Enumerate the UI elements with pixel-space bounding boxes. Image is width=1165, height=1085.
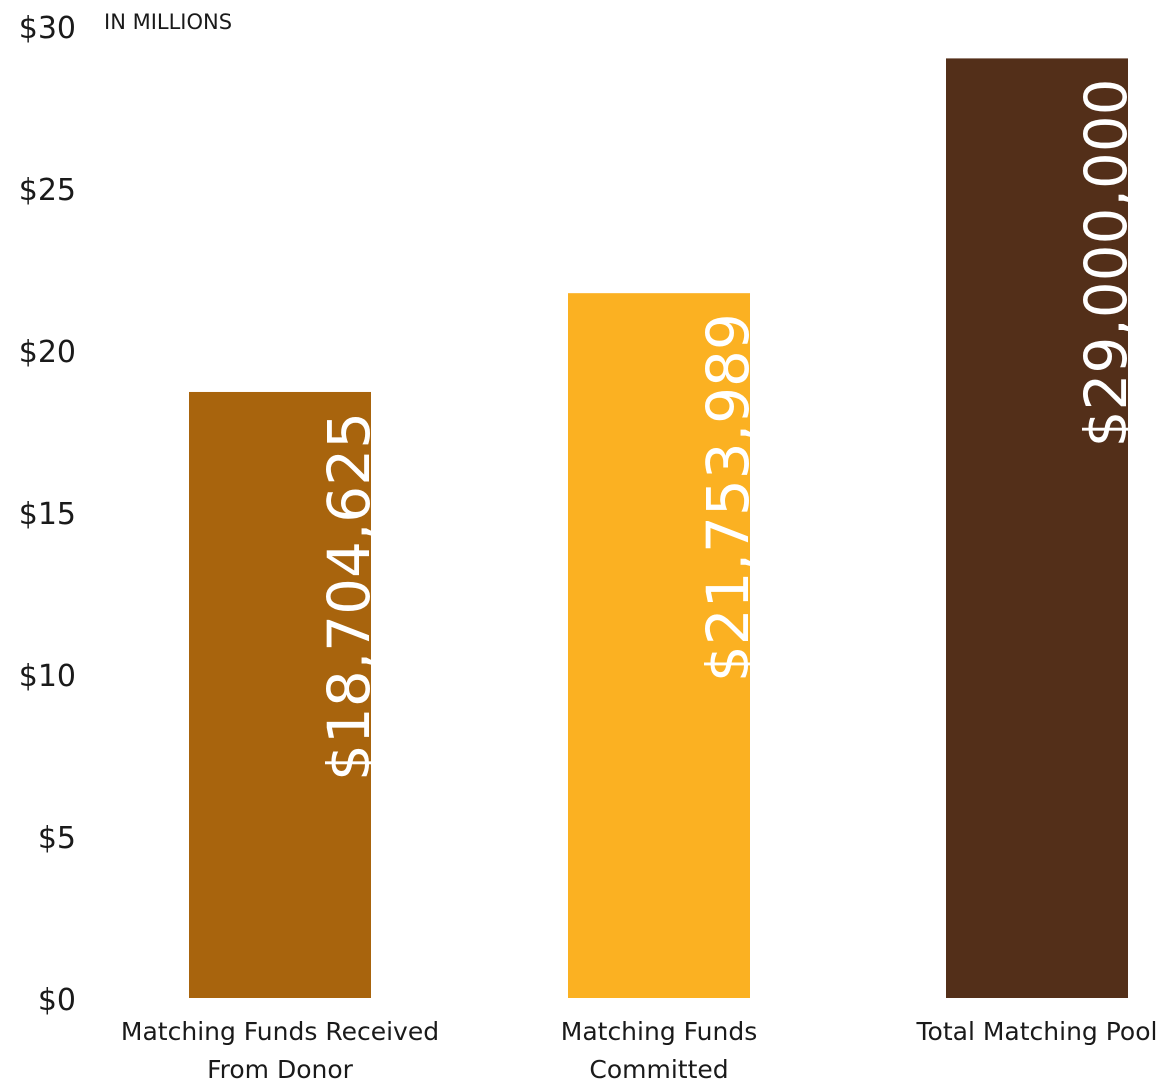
category-labels-group: Matching Funds Received From Donor Matchin… bbox=[121, 1017, 1158, 1084]
y-tick-label: $10 bbox=[19, 659, 76, 694]
data-labels-group: $18,704,625 $21,753,989 $29,000,000 bbox=[315, 78, 1140, 781]
category-label: From Donor bbox=[207, 1055, 354, 1084]
y-tick-label: $5 bbox=[38, 821, 76, 856]
y-tick-label: $30 bbox=[19, 11, 76, 46]
category-label: Committed bbox=[589, 1055, 728, 1084]
y-tick-label: $20 bbox=[19, 335, 76, 370]
bars-group bbox=[189, 58, 1128, 998]
category-label: Total Matching Pool bbox=[916, 1017, 1158, 1046]
y-tick-label: $0 bbox=[38, 983, 76, 1018]
category-label: Matching Funds bbox=[561, 1017, 757, 1046]
y-axis-ticks: $0 $5 $10 $15 $20 $25 $30 bbox=[19, 11, 76, 1018]
unit-label: IN MILLIONS bbox=[104, 10, 232, 34]
bar-value-label: $21,753,989 bbox=[694, 313, 762, 682]
y-tick-label: $15 bbox=[19, 497, 76, 532]
category-label: Matching Funds Received bbox=[121, 1017, 439, 1046]
bar bbox=[568, 293, 750, 998]
bar bbox=[946, 58, 1128, 998]
bar-value-label: $18,704,625 bbox=[315, 412, 383, 781]
y-tick-label: $25 bbox=[19, 173, 76, 208]
bar-value-label: $29,000,000 bbox=[1072, 78, 1140, 447]
bar bbox=[189, 391, 371, 998]
